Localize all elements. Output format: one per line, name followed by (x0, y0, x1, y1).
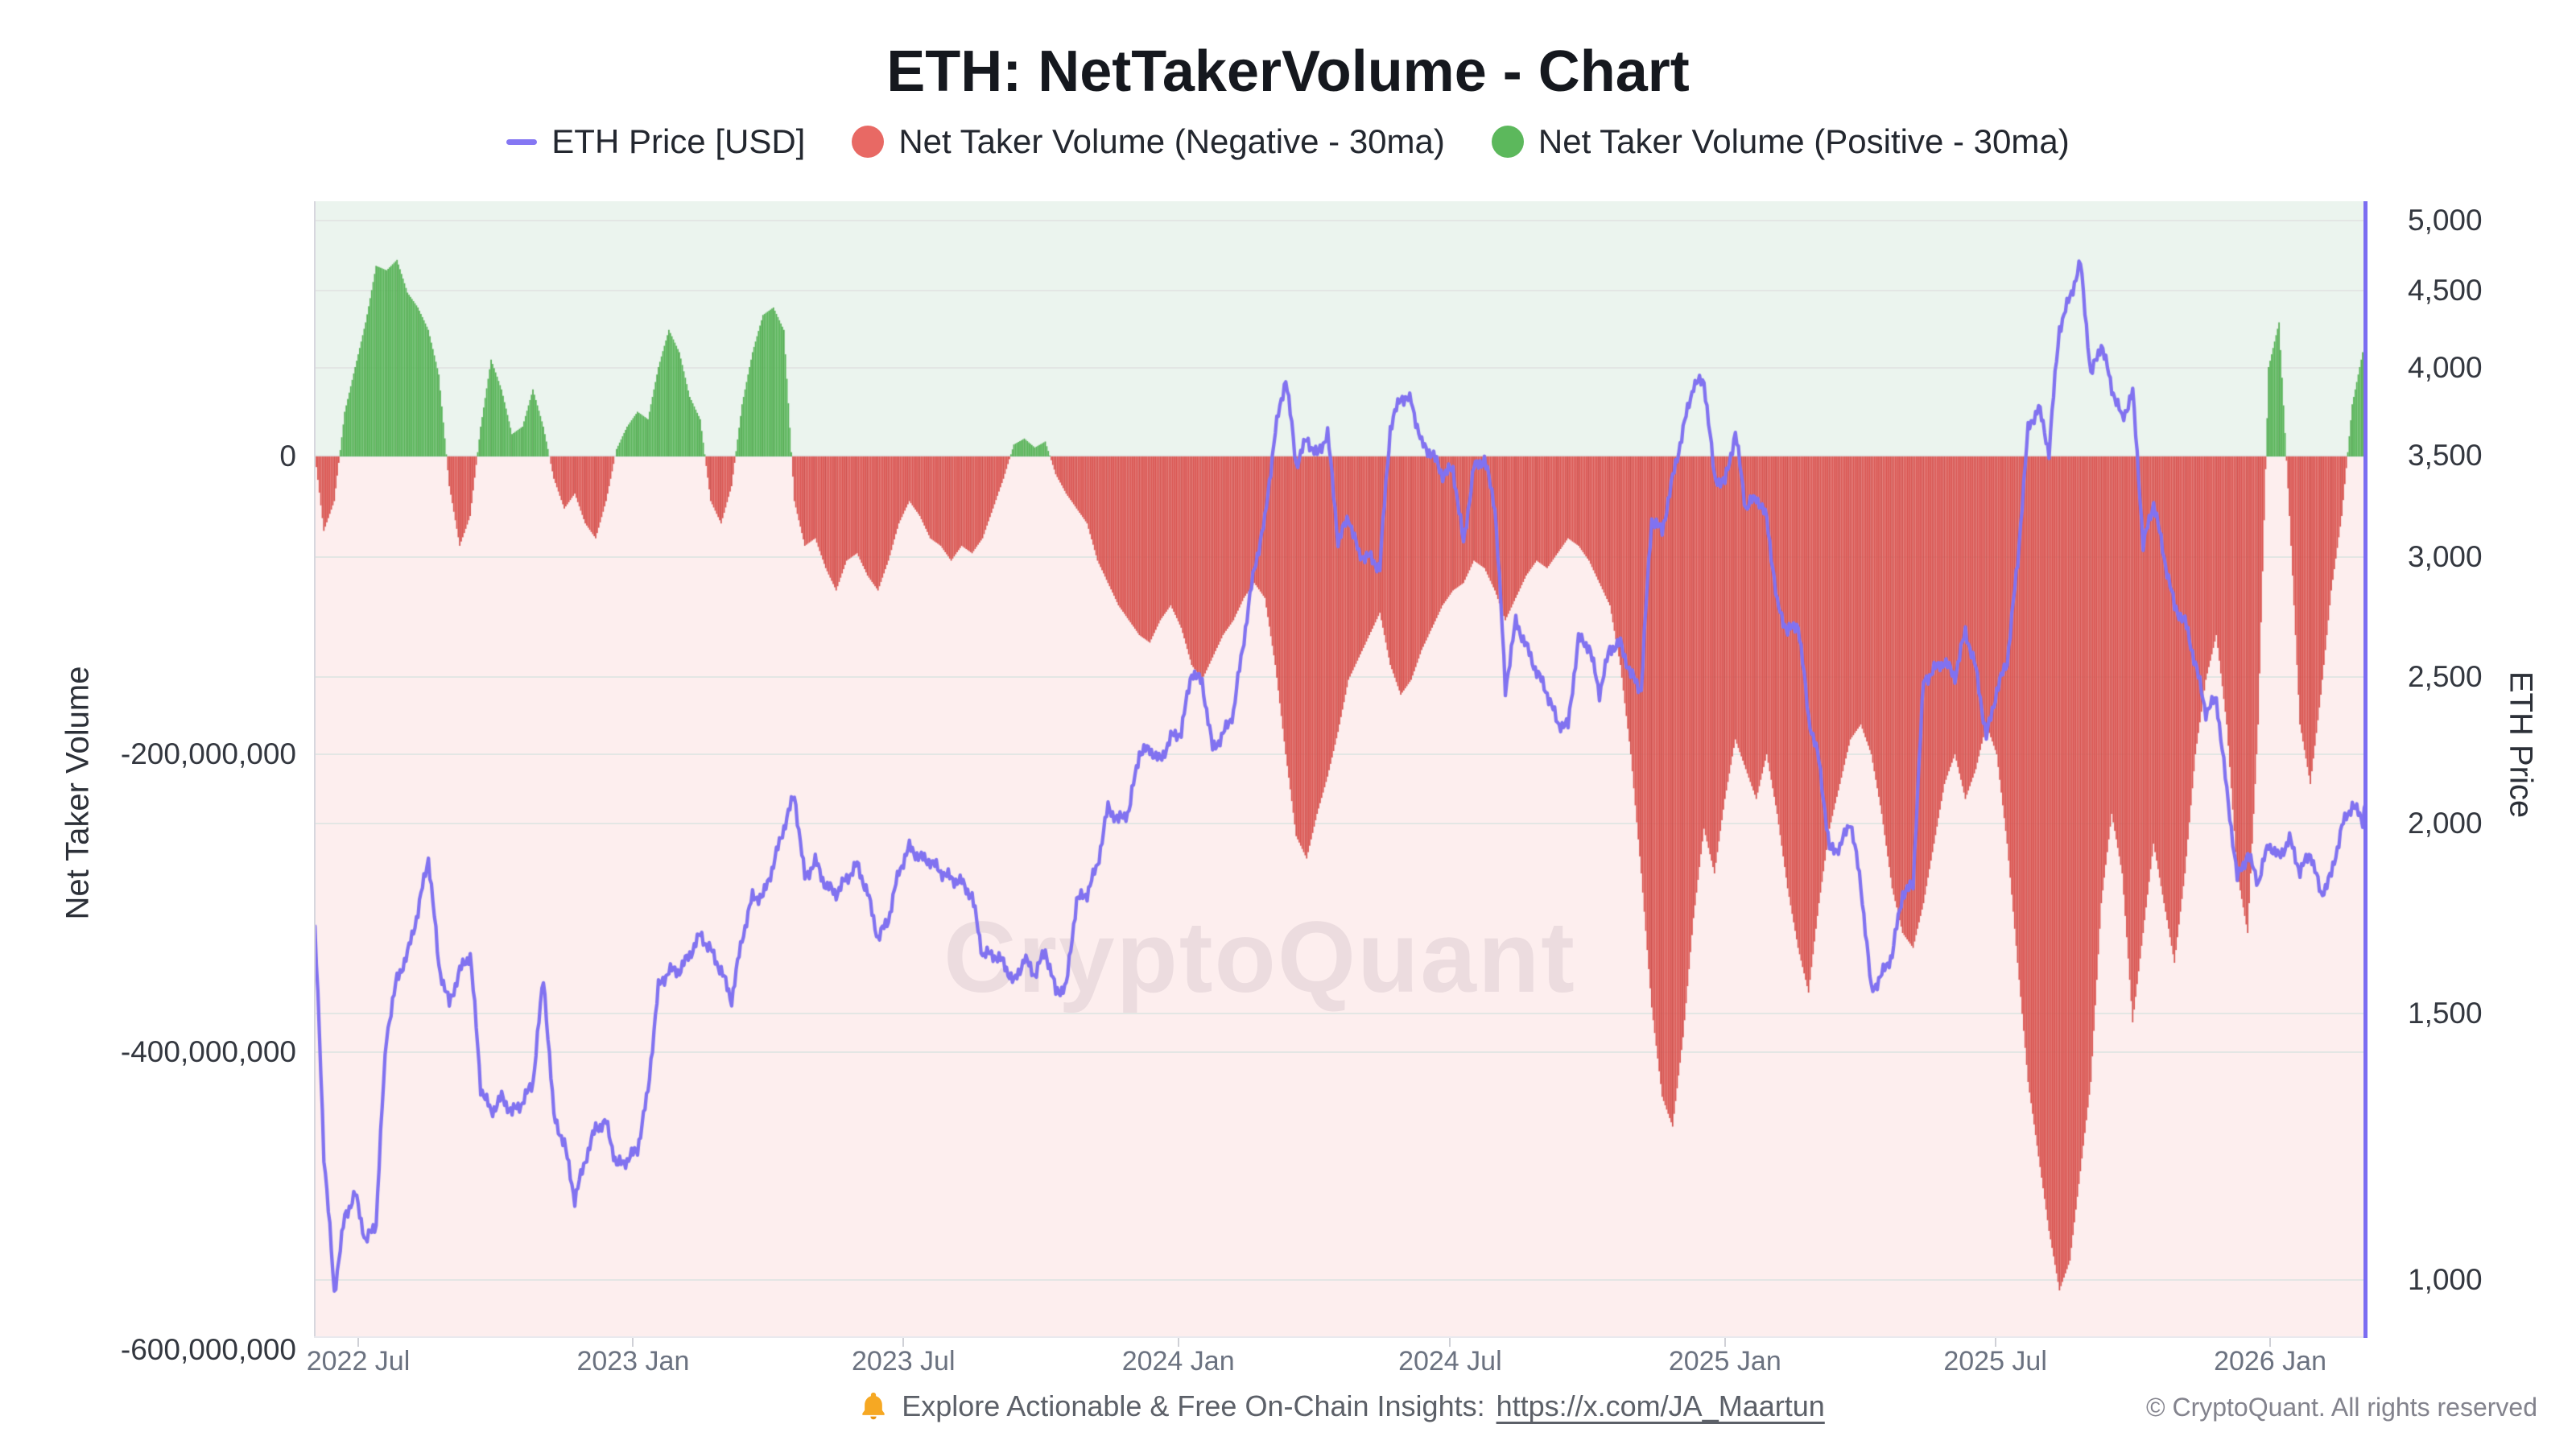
positive-volume-dot-icon (1491, 126, 1524, 158)
y-axis-right-tick: 3,500 (2408, 439, 2483, 472)
right-axis-title: ETH Price (2503, 671, 2539, 819)
left-axis-line (314, 201, 316, 1338)
x-axis-line (314, 1336, 2368, 1338)
x-axis-tick: 2025 Jan (1668, 1346, 1781, 1377)
x-axis-tick: 2024 Jan (1121, 1346, 1235, 1377)
x-axis-tickmark (1994, 1338, 1996, 1347)
page-title: ETH: NetTakerVolume - Chart (886, 39, 1690, 104)
plot-area: CryptoQuant (314, 201, 2368, 1338)
legend-label: Net Taker Volume (Negative - 30ma) (898, 122, 1445, 160)
right-axis-line (2363, 201, 2368, 1338)
bell-icon (862, 1392, 885, 1420)
y-axis-right-tick: 4,000 (2408, 350, 2483, 384)
y-axis-right-tick: 5,000 (2408, 204, 2483, 237)
chart-canvas[interactable] (314, 201, 2368, 1338)
x-axis-tickmark (1724, 1338, 1726, 1347)
legend-label: ETH Price [USD] (551, 122, 806, 160)
x-axis-tickmark (2269, 1338, 2272, 1347)
legend-item-negative-volume[interactable]: Net Taker Volume (Negative - 30ma) (852, 122, 1445, 161)
x-axis-tickmark (1177, 1338, 1179, 1347)
footer-insight: Explore Actionable & Free On-Chain Insig… (314, 1389, 2368, 1423)
chart-legend: ETH Price [USD] Net Taker Volume (Negati… (0, 122, 2576, 161)
legend-label: Net Taker Volume (Positive - 30ma) (1538, 122, 2070, 160)
x-axis-tickmark (1449, 1338, 1451, 1347)
copyright-text: © CryptoQuant. All rights reserved (2146, 1393, 2537, 1422)
x-axis-tick: 2025 Jul (1943, 1346, 2047, 1377)
x-axis-tickmark (902, 1338, 905, 1347)
y-axis-right-tick: 2,000 (2408, 807, 2483, 840)
legend-item-eth-price[interactable]: ETH Price [USD] (506, 122, 805, 161)
footer-text: Explore Actionable & Free On-Chain Insig… (902, 1389, 1485, 1422)
x-axis-tick: 2026 Jan (2214, 1346, 2326, 1377)
x-axis-tickmark (632, 1338, 634, 1347)
y-axis-left-tick: -400,000,000 (120, 1035, 296, 1068)
negative-volume-dot-icon (852, 126, 885, 158)
x-axis-tick: 2023 Jul (851, 1346, 956, 1377)
y-axis-right-tick: 4,500 (2408, 273, 2483, 307)
y-axis-right-tick: 1,500 (2408, 996, 2483, 1030)
legend-item-positive-volume[interactable]: Net Taker Volume (Positive - 30ma) (1491, 122, 2070, 161)
x-axis-tick: 2023 Jan (576, 1346, 690, 1377)
y-axis-right-tick: 3,000 (2408, 539, 2483, 573)
y-axis-right-tick: 2,500 (2408, 660, 2483, 693)
y-axis-left-tick: -600,000,000 (120, 1333, 296, 1366)
left-axis-title: Net Taker Volume (60, 666, 96, 920)
footer-link[interactable]: https://x.com/JA_Maartun (1496, 1389, 1825, 1422)
x-axis-tick: 2022 Jul (306, 1346, 411, 1377)
y-axis-left-tick: 0 (279, 440, 296, 473)
x-axis-tick: 2024 Jul (1398, 1346, 1502, 1377)
y-axis-right-tick: 1,000 (2408, 1262, 2483, 1296)
x-axis-tickmark (357, 1338, 359, 1347)
y-axis-left-tick: -200,000,000 (120, 737, 296, 770)
price-line-swatch-icon (506, 138, 538, 145)
